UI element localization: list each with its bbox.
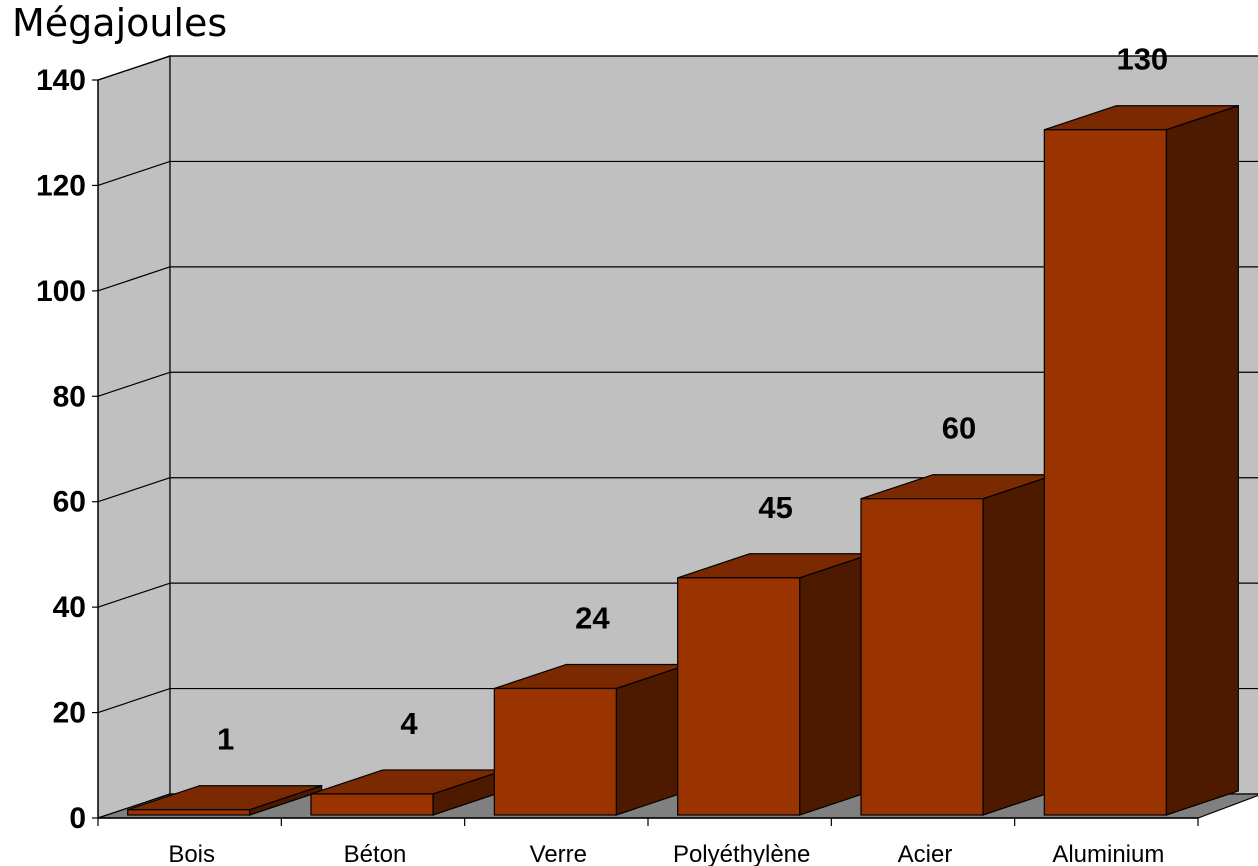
data-label: 45 — [758, 490, 792, 525]
y-tick-label: 120 — [36, 169, 86, 202]
x-tick-label: Bois — [168, 841, 215, 866]
side-wall — [97, 55, 171, 819]
x-tick-label: Polyéthylène — [673, 841, 810, 866]
data-label: 4 — [400, 706, 418, 741]
y-tick-label: 100 — [36, 275, 86, 308]
bar — [677, 577, 801, 816]
gridline-side — [97, 371, 171, 397]
gridline-side — [97, 477, 171, 503]
y-tick-label: 0 — [69, 802, 86, 835]
data-label: 24 — [575, 600, 610, 635]
gridline-side — [97, 160, 171, 186]
bar — [493, 687, 617, 816]
y-tick-label: 60 — [53, 486, 86, 519]
gridline-side — [97, 688, 171, 714]
y-axis-unit-label: Mégajoules — [12, 1, 228, 45]
bar — [127, 809, 251, 816]
bar-side — [1165, 104, 1239, 816]
y-tick-label: 140 — [36, 64, 86, 97]
gridline-side — [97, 55, 171, 81]
data-label: 1 — [217, 722, 234, 757]
data-label: 60 — [942, 411, 976, 446]
x-tick-label: Béton — [344, 841, 407, 866]
bar — [1043, 129, 1167, 816]
gridline-side — [97, 266, 171, 292]
bar — [860, 498, 984, 816]
y-tick-label: 20 — [53, 697, 86, 730]
x-tick-label: Aluminium — [1052, 841, 1164, 866]
gridline-side — [97, 582, 171, 608]
data-label: 130 — [1116, 42, 1168, 77]
y-tick-label: 80 — [53, 380, 86, 413]
y-tick-label: 40 — [53, 591, 86, 624]
x-tick-label: Acier — [898, 841, 953, 866]
bar — [310, 793, 434, 816]
x-tick-label: Verre — [530, 841, 587, 866]
